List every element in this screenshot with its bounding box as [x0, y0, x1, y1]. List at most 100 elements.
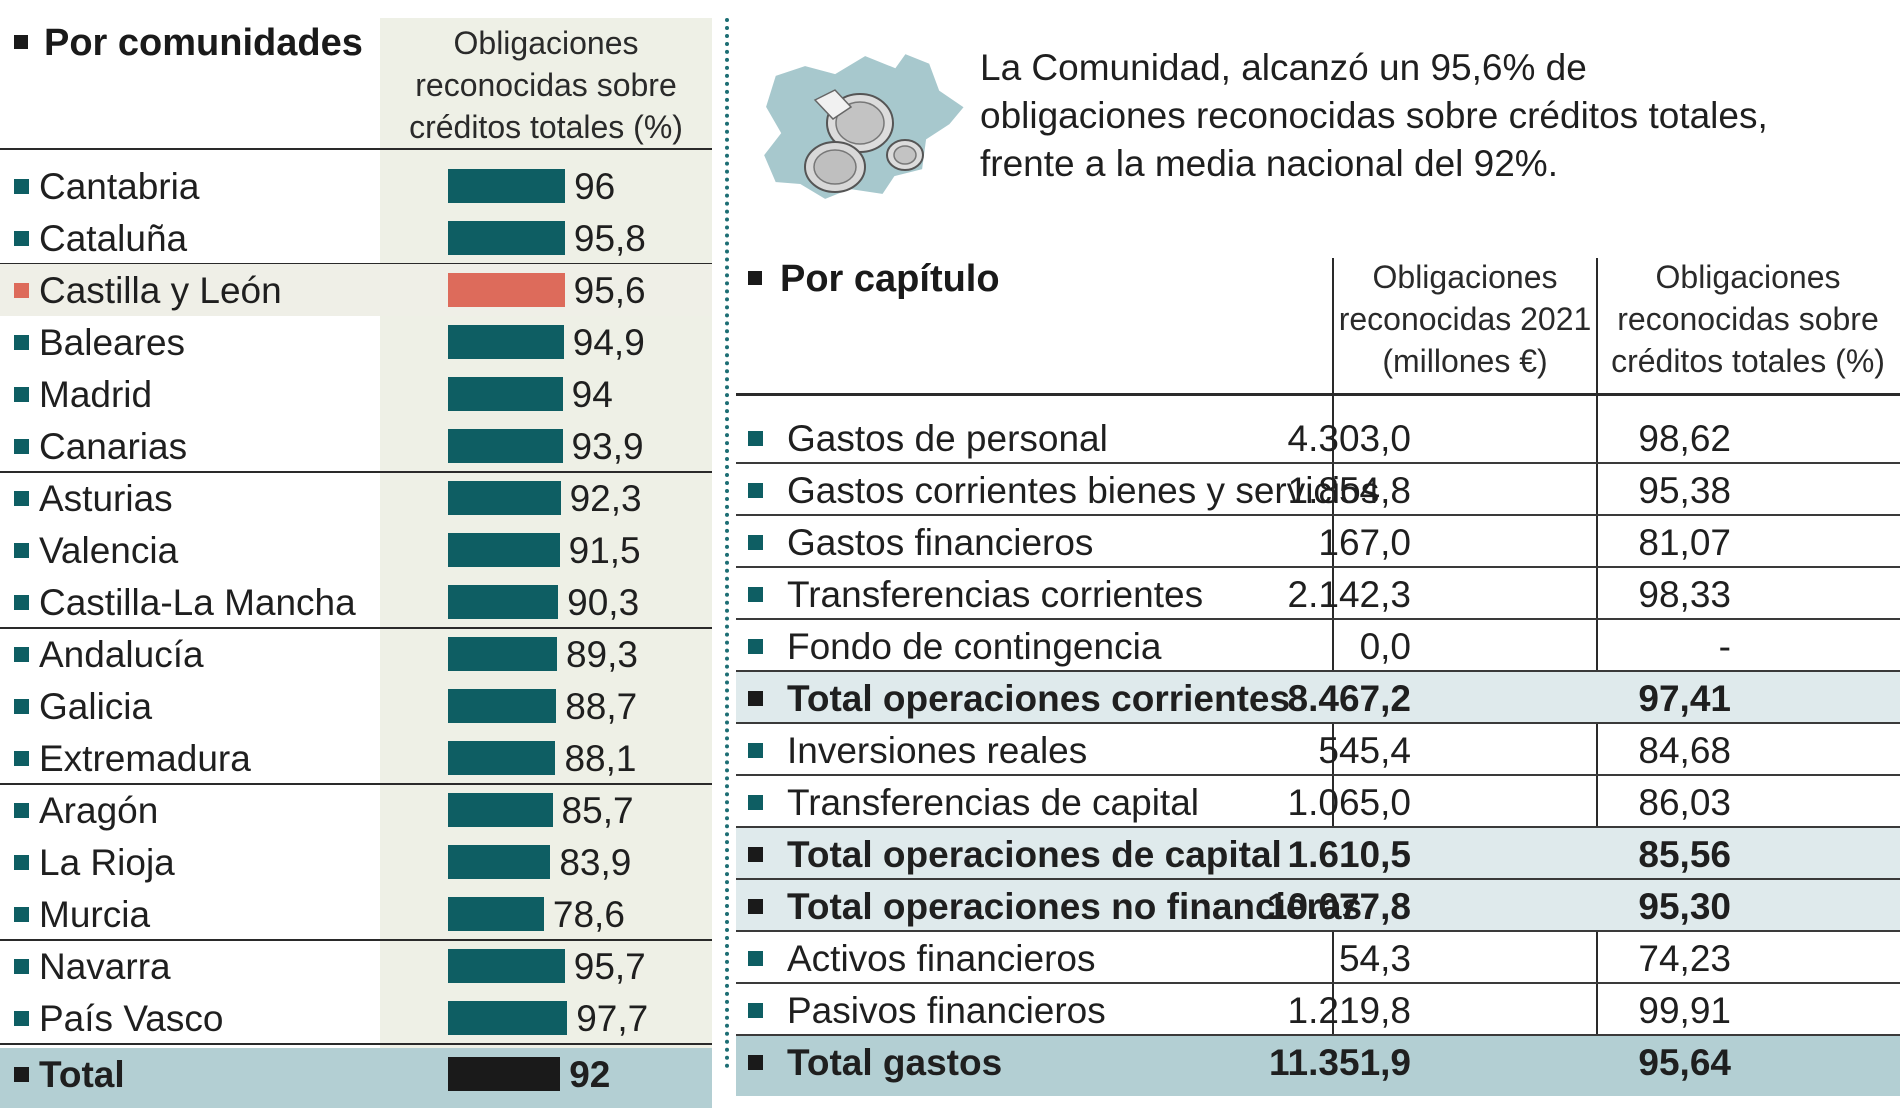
bullet-square-icon — [14, 178, 29, 194]
chapter-name: Pasivos financieros — [748, 990, 1106, 1032]
bullet-square-icon — [748, 794, 763, 810]
amount-cell: 1.219,8 — [1287, 990, 1411, 1031]
table-row: Activos financieros 54,3 74,23 — [736, 932, 1900, 984]
community-label: Canarias — [39, 426, 188, 467]
chapter-name: Fondo de contingencia — [748, 626, 1161, 668]
percent-cell: 86,03 — [1638, 782, 1731, 823]
bar — [448, 169, 566, 203]
community-label: Baleares — [39, 322, 186, 363]
chapters-table: Por capítulo Obligaciones reconocidas 20… — [736, 250, 1900, 1096]
chapter-name: Inversiones reales — [748, 730, 1087, 772]
percent-cell: 74,23 — [1638, 938, 1731, 979]
community-row: La Rioja 83,9 — [0, 836, 712, 888]
bar-value-label: 92,3 — [569, 478, 642, 519]
group-separator — [0, 939, 712, 941]
community-label: Navarra — [39, 946, 171, 987]
bar — [448, 1001, 568, 1035]
bullet-square-icon — [14, 698, 29, 714]
chapter-label: Total operaciones corrientes — [787, 678, 1291, 719]
community-row: Galicia 88,7 — [0, 680, 712, 732]
bar-value-label: 95,8 — [573, 218, 646, 259]
amount-cell: 8.467,2 — [1287, 678, 1411, 719]
percent-cell: 84,68 — [1638, 730, 1731, 771]
chapter-label: Total operaciones de capital — [787, 834, 1282, 875]
communities-title: Por comunidades — [14, 22, 363, 65]
col2-header: Obligaciones reconocidas sobre créditos … — [1611, 259, 1885, 379]
community-name: Baleares — [14, 322, 185, 364]
bullet-square-icon — [748, 534, 763, 550]
bullet-square-icon — [14, 854, 29, 870]
community-row: Cantabria 96 — [0, 160, 712, 212]
table-row: Fondo de contingencia 0,0 - — [736, 620, 1900, 672]
amount-cell: 11.351,9 — [1269, 1042, 1411, 1083]
castilla-leon-map-coins-illustration — [761, 51, 967, 200]
amount-cell: 1.610,5 — [1287, 834, 1411, 875]
bullet-square-icon — [14, 334, 29, 350]
bullet-square-icon — [14, 958, 29, 974]
bullet-square-icon — [748, 950, 763, 966]
bullet-square-icon — [14, 438, 29, 454]
bullet-square-icon — [14, 802, 29, 818]
community-label: Extremadura — [39, 738, 251, 779]
title-square-icon — [14, 34, 28, 49]
table-row: Transferencias de capital 1.065,0 86,03 — [736, 776, 1900, 828]
bullet-square-icon — [748, 430, 763, 446]
community-row: Valencia 91,5 — [0, 524, 712, 576]
community-name: Cataluña — [14, 218, 187, 260]
bar-value-label: 90,3 — [567, 582, 640, 623]
bar — [448, 689, 557, 723]
percent-cell: 98,33 — [1638, 574, 1731, 615]
community-name: Canarias — [14, 426, 187, 468]
chapter-label: Activos financieros — [787, 938, 1096, 979]
amount-cell: 1.065,0 — [1287, 782, 1411, 823]
bullet-square-icon — [748, 586, 763, 602]
community-name: Total — [14, 1054, 125, 1096]
bar-value-label: 91,5 — [568, 530, 641, 571]
community-name: Murcia — [14, 894, 150, 936]
bar-value-label: 88,1 — [564, 738, 637, 779]
bar — [448, 273, 565, 307]
bullet-square-icon — [14, 594, 29, 610]
bar-value-label: 92 — [569, 1054, 611, 1095]
bullet-square-icon — [748, 690, 763, 706]
bar-value-label: 85,7 — [561, 790, 634, 831]
community-label: Madrid — [39, 374, 153, 415]
bar — [448, 221, 565, 255]
amount-cell: 2.142,3 — [1287, 574, 1411, 615]
bullet-square-icon — [14, 750, 29, 766]
bar — [448, 481, 561, 515]
col1-header: Obligaciones reconocidas 2021 (millones … — [1338, 259, 1592, 379]
chapters-title: Por capítulo — [748, 258, 1000, 301]
title-square-icon — [748, 270, 762, 285]
chapter-label: Gastos de personal — [787, 418, 1108, 459]
bar — [448, 845, 551, 879]
bar-value-label: 89,3 — [565, 634, 638, 675]
column-divider — [1332, 258, 1334, 1069]
community-row: Castilla-La Mancha 90,3 — [0, 576, 712, 628]
bar-value-label: 78,6 — [552, 894, 625, 935]
bullet-square-icon — [748, 846, 763, 862]
community-row: Navarra 95,7 — [0, 940, 712, 992]
subtotal-row: Total operaciones no financieras 10.077,8… — [736, 880, 1900, 932]
group-separator — [0, 471, 712, 473]
community-label: Cataluña — [39, 218, 188, 259]
percent-cell: 95,30 — [1638, 886, 1731, 927]
percent-cell: 85,56 — [1638, 834, 1731, 875]
bullet-square-icon — [14, 282, 29, 298]
percent-cell: - — [1718, 626, 1731, 667]
community-name: Castilla y León — [14, 270, 282, 312]
community-name: Andalucía — [14, 634, 204, 676]
table-row: Gastos de personal 4.303,0 98,62 — [736, 412, 1900, 464]
bullet-square-icon — [14, 386, 29, 402]
bullet-square-icon — [14, 906, 29, 922]
bullet-square-icon — [748, 742, 763, 758]
bullet-square-icon — [14, 542, 29, 558]
table-row: Gastos corrientes bienes y servicios 1.85… — [736, 464, 1900, 516]
bar — [448, 949, 565, 983]
community-name: Extremadura — [14, 738, 251, 780]
community-row: Extremadura 88,1 — [0, 732, 712, 784]
bar-value-label: 94 — [571, 374, 613, 415]
amount-cell: 545,4 — [1318, 730, 1411, 771]
bullet-square-icon — [14, 230, 29, 246]
community-row: Cataluña 95,8 — [0, 212, 712, 264]
